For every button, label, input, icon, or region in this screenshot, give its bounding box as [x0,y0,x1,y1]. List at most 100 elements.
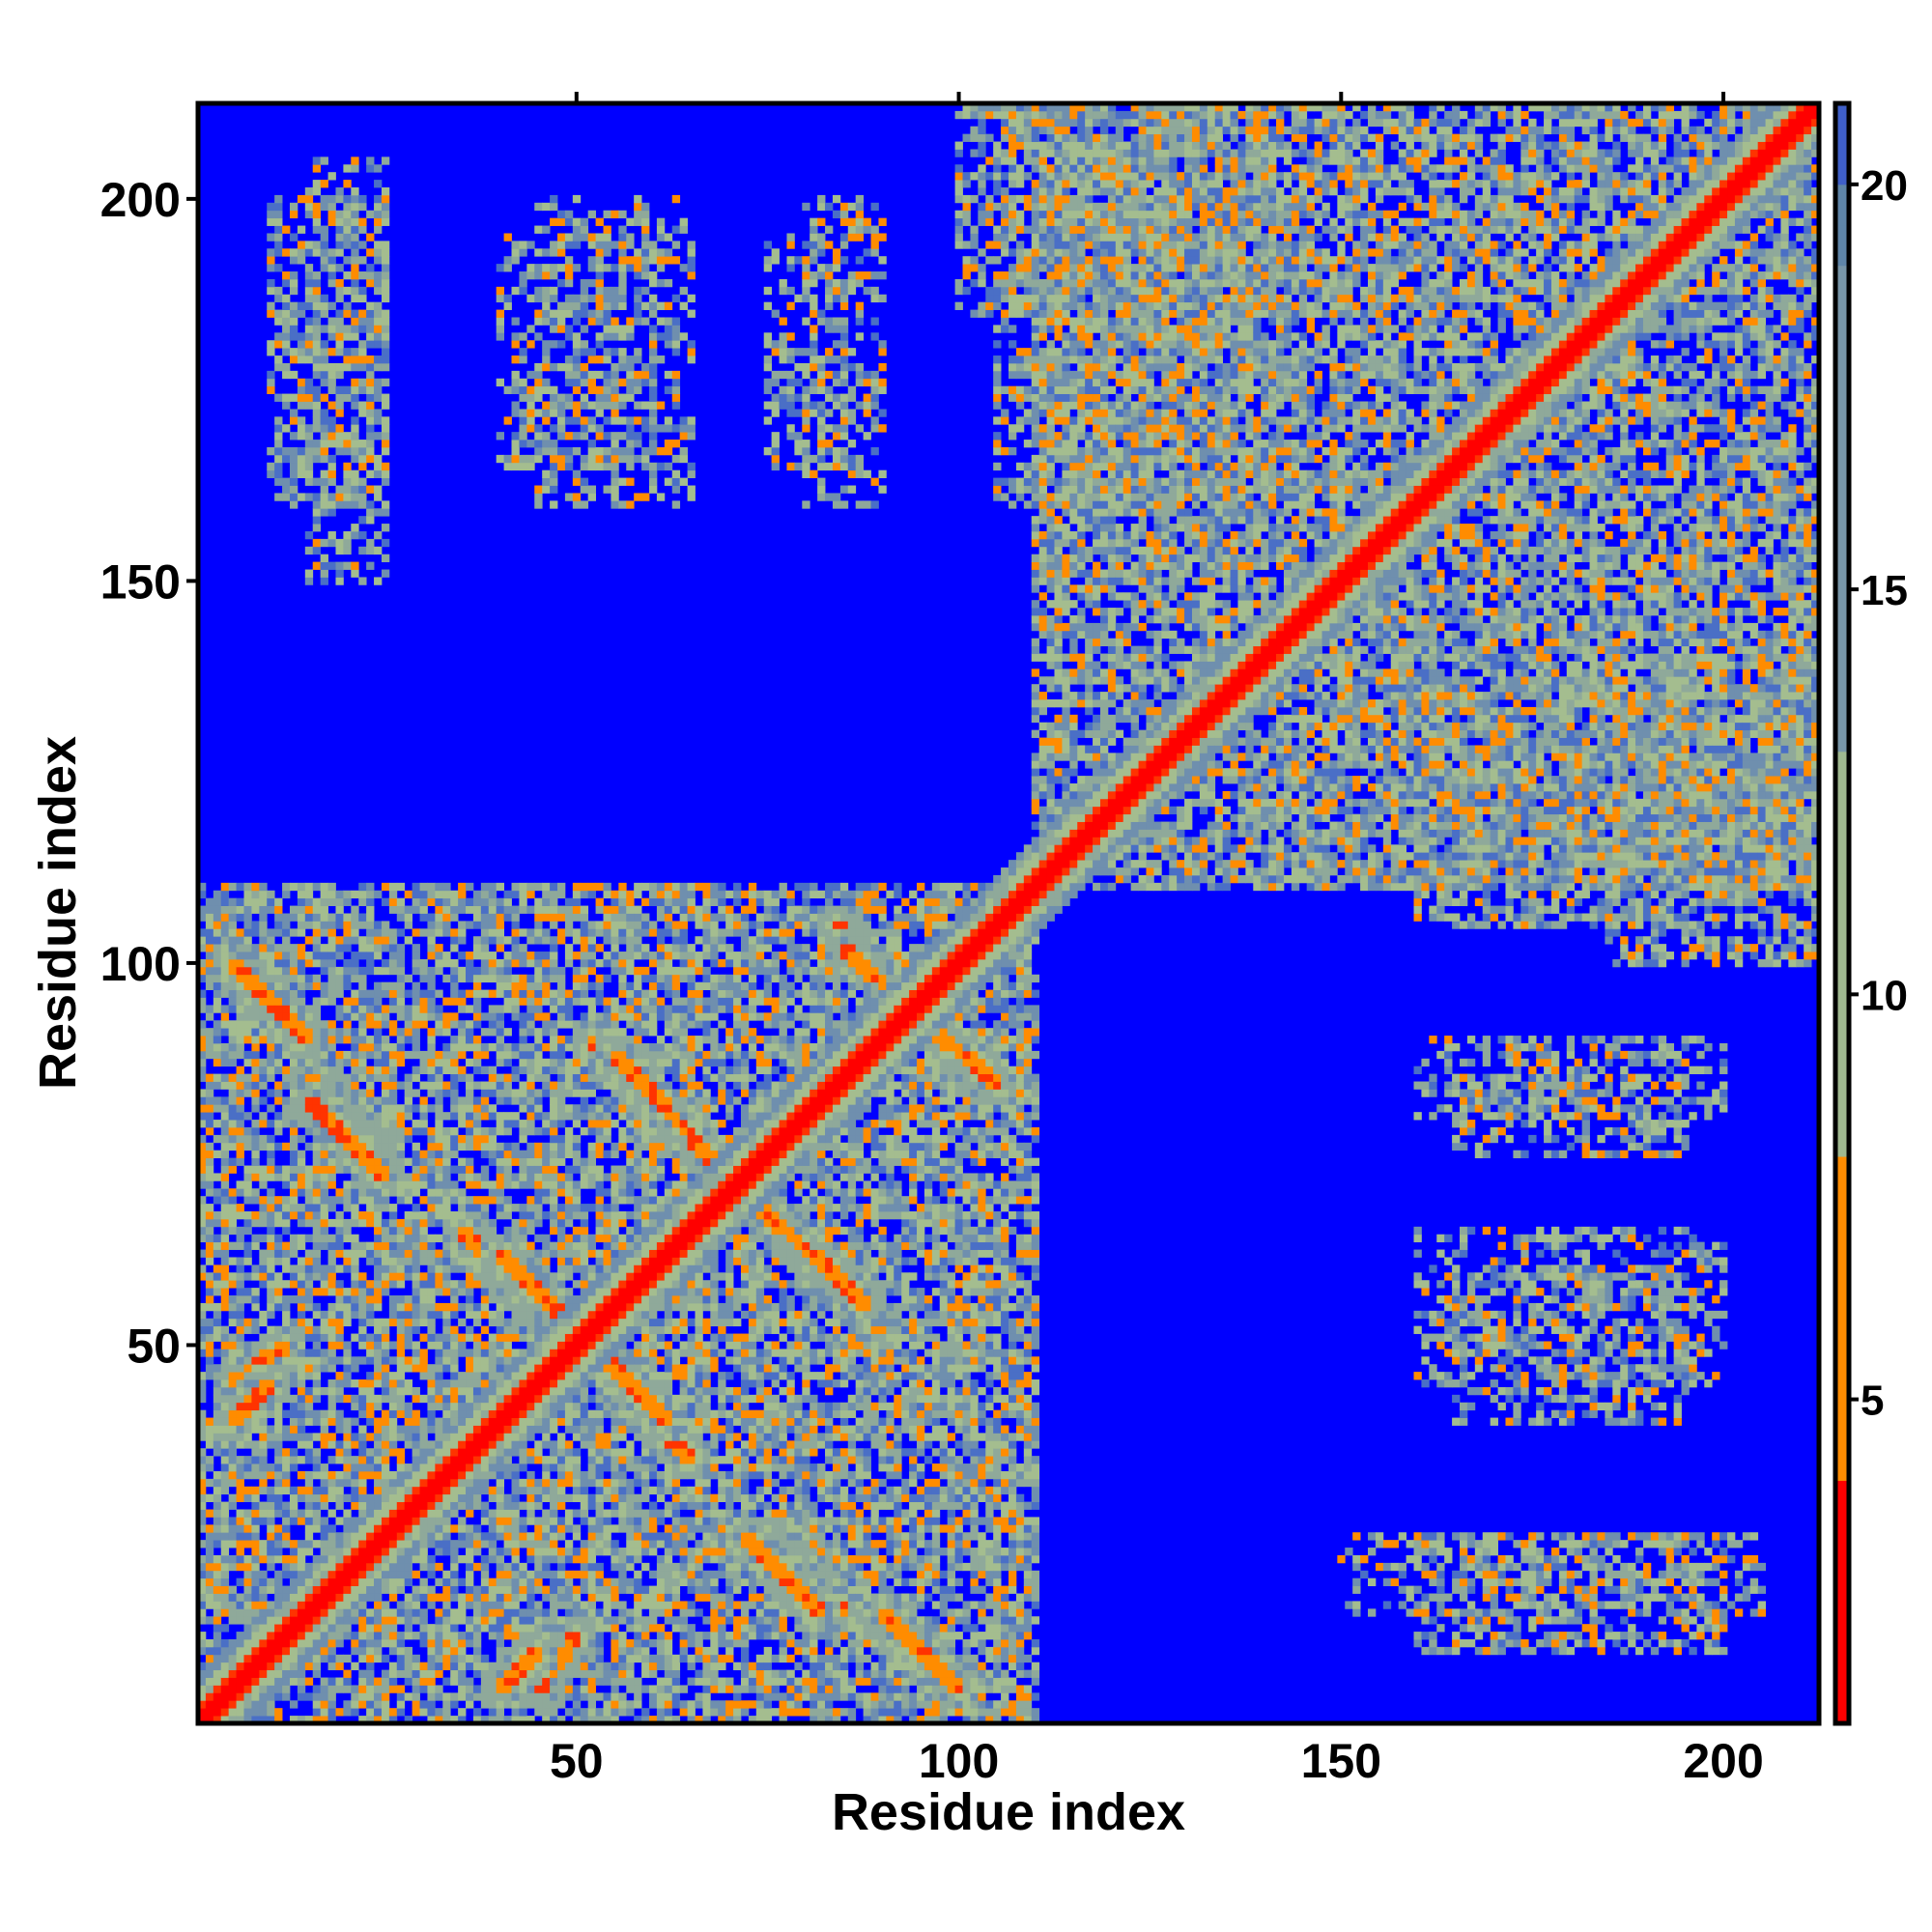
heatmap-cell [343,195,351,203]
heatmap-cell [267,1608,274,1616]
heatmap-cell [519,1586,526,1594]
heatmap-cell [221,1188,229,1196]
heatmap-cell [267,1700,274,1708]
heatmap-cell [313,1685,321,1692]
heatmap-cell [458,1655,466,1662]
heatmap-cell [259,1272,267,1280]
heatmap-cell [382,1571,389,1578]
heatmap-cell [221,1372,229,1379]
heatmap-cell [237,1012,244,1020]
heatmap-cell [274,967,282,975]
heatmap-cell [358,975,366,982]
heatmap-cell [259,952,267,959]
heatmap-cell [298,1440,305,1448]
heatmap-cell [298,1319,305,1326]
heatmap-cell [221,1440,229,1448]
heatmap-cell [298,1655,305,1662]
heatmap-cell [481,1426,489,1434]
heatmap-cell [366,967,374,975]
heatmap-cell [420,1311,428,1319]
heatmap-cell [290,394,298,402]
heatmap-cell [420,1678,428,1686]
heatmap-cell [282,1112,290,1120]
heatmap-cell [335,1242,343,1250]
heatmap-cell [382,1433,389,1440]
heatmap-cell [405,1356,412,1364]
heatmap-cell [328,470,336,478]
heatmap-cell [389,998,397,1006]
heatmap-cell [282,1303,290,1311]
heatmap-cell [328,1616,336,1624]
heatmap-cell [298,1601,305,1608]
heatmap-cell [237,898,244,906]
heatmap-cell [442,998,450,1006]
heatmap-cell [542,967,550,975]
heatmap-cell [519,1295,526,1303]
heatmap-cell [206,1326,213,1334]
heatmap-cell [267,1510,274,1518]
heatmap-cell [542,386,550,394]
heatmap-cell [243,1082,251,1090]
heatmap-cell [526,1082,534,1090]
heatmap-cell [237,1334,244,1342]
heatmap-cell [397,1104,405,1112]
heatmap-cell [489,1410,497,1418]
heatmap-cell [481,1418,489,1426]
heatmap-cell [259,1166,267,1174]
heatmap-cell [382,1685,389,1692]
heatmap-cell [328,1685,336,1692]
heatmap-cell [504,233,512,241]
heatmap-cell [251,1548,259,1555]
heatmap-cell [542,1127,550,1135]
heatmap-cell [504,302,512,310]
heatmap-cell [458,1319,466,1326]
heatmap-cell [389,1341,397,1349]
heatmap-cell [466,1082,473,1090]
heatmap-cell [313,1639,321,1647]
heatmap-cell [213,1608,221,1616]
heatmap-cell [267,1219,274,1227]
heatmap-cell [420,1586,428,1594]
heatmap-cell [343,1708,351,1716]
heatmap-cell [550,1036,557,1043]
heatmap-cell [450,1036,458,1043]
heatmap-cell [351,1571,358,1578]
heatmap-cell [290,1180,298,1188]
heatmap-cell [450,1563,458,1571]
heatmap-cell [504,1151,512,1158]
heatmap-cell [251,1616,259,1624]
heatmap-cell [206,1151,213,1158]
heatmap-cell [366,1196,374,1204]
heatmap-cell [458,1418,466,1426]
heatmap-cell [343,463,351,470]
heatmap-cell [229,1334,237,1342]
heatmap-cell [305,1166,313,1174]
heatmap-cell [550,921,557,928]
heatmap-cell [397,1173,405,1180]
heatmap-cell [412,1540,420,1548]
heatmap-cell [382,928,389,936]
heatmap-cell [420,928,428,936]
heatmap-cell [290,1295,298,1303]
heatmap-cell [481,952,489,959]
heatmap-cell [298,906,305,914]
heatmap-cell [274,975,282,982]
heatmap-cell [420,1096,428,1104]
heatmap-cell [382,1250,389,1258]
heatmap-cell [213,1578,221,1586]
heatmap-cell [328,218,336,226]
heatmap-cell [335,1372,343,1379]
heatmap-cell [358,348,366,355]
heatmap-cell [504,1364,512,1372]
heatmap-cell [351,211,358,218]
heatmap-cell [389,1578,397,1586]
heatmap-cell [450,1632,458,1639]
heatmap-cell [497,959,504,967]
heatmap-cell [213,1403,221,1410]
heatmap-cell [274,1379,282,1387]
heatmap-cell [542,1532,550,1540]
heatmap-cell [290,1372,298,1379]
heatmap-cell [481,891,489,898]
heatmap-cell [458,898,466,906]
heatmap-cell [259,1341,267,1349]
